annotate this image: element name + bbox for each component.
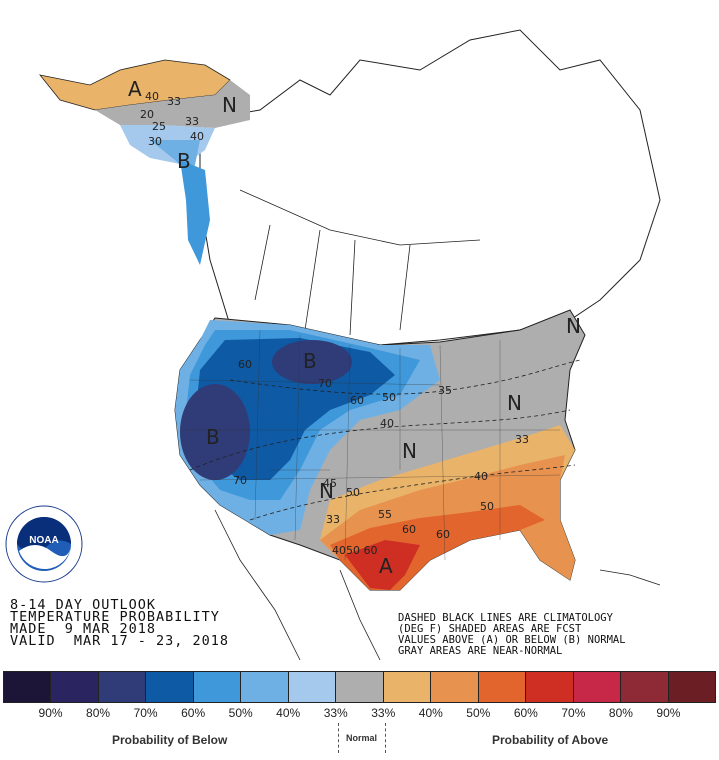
contour-label: 4050 60: [332, 544, 378, 557]
legend-swatch-4: [193, 671, 242, 703]
contour-label: 50: [346, 486, 360, 499]
label-central-n: N: [402, 439, 417, 463]
legend-above-label: Probability of Above: [492, 733, 609, 747]
canada-outline: [199, 29, 661, 346]
legend-below-label: Probability of Below: [112, 733, 228, 747]
legend-swatch-7: [336, 671, 384, 703]
title-line-1: 8-14 DAY OUTLOOK: [10, 597, 157, 613]
legend-tick-5: 40%: [276, 706, 301, 720]
normal-divider-right: [385, 723, 386, 753]
legend-swatch-0: [3, 671, 52, 703]
legend-tick-10: 60%: [513, 706, 538, 720]
legend-swatch-13: [621, 671, 669, 703]
legend-swatch-12: [573, 671, 622, 703]
legend-swatch-3: [146, 671, 194, 703]
legend-tick-2: 70%: [133, 706, 158, 720]
title-line-2: TEMPERATURE PROBABILITY: [10, 609, 220, 625]
legend-tick-12: 80%: [608, 706, 633, 720]
legend-swatch-2: [98, 671, 147, 703]
label-alaska-b: B: [177, 149, 191, 173]
label-texas-a: A: [379, 554, 393, 578]
contour-label: 20: [140, 108, 154, 121]
alaska-gray: [95, 80, 250, 128]
legend-swatch-11: [526, 671, 574, 703]
panhandle: [180, 160, 210, 265]
label-north-b: B: [303, 349, 317, 373]
contour-label: 40: [380, 417, 394, 430]
noaa-logo-text: NOAA: [29, 535, 58, 546]
contour-label: 40: [145, 90, 159, 103]
label-west-b: B: [206, 425, 220, 449]
legend-tick-6: 33%: [323, 706, 348, 720]
legend-tick-9: 50%: [466, 706, 491, 720]
legend-tick-1: 80%: [86, 706, 111, 720]
contour-label: 70: [233, 474, 247, 487]
outlook-map: A N B B B N N N N A 40 33 20 25 30 33 40…: [39, 29, 661, 661]
west-b-core: [180, 384, 250, 480]
label-east-n1: N: [507, 391, 522, 415]
label-alaska-n: N: [222, 93, 237, 117]
legend-tick-7: 33%: [371, 706, 396, 720]
legend-swatch-1: [51, 671, 99, 703]
label-east-n2: N: [566, 314, 581, 338]
outlook-title: 8-14 DAY OUTLOOK TEMPERATURE PROBABILITY M…: [10, 597, 230, 649]
normal-divider-left: [338, 723, 339, 753]
legend-tick-11: 70%: [561, 706, 586, 720]
texas-above-core: [345, 540, 420, 590]
contour-label: 25: [152, 120, 166, 133]
contour-label: 70: [318, 377, 332, 390]
contour-label: 60: [350, 394, 364, 407]
note-line-2: (DEG F) SHADED AREAS ARE FCST: [398, 623, 582, 635]
contour-label: 60: [238, 358, 252, 371]
label-alaska-a: A: [128, 77, 142, 101]
contour-label: 60: [402, 523, 416, 536]
legend-swatch-5: [241, 671, 289, 703]
legend-tick-0: 90%: [38, 706, 63, 720]
probability-legend: [3, 671, 717, 703]
contour-label: 55: [378, 508, 392, 521]
note-line-4: GRAY AREAS ARE NEAR-NORMAL: [398, 645, 563, 657]
map-notes: DASHED BLACK LINES ARE CLIMATOLOGY (DEG F…: [398, 613, 626, 657]
contour-label: 35: [438, 384, 452, 397]
note-line-1: DASHED BLACK LINES ARE CLIMATOLOGY: [398, 612, 613, 624]
legend-swatch-14: [668, 671, 717, 703]
contour-label: 40: [474, 470, 488, 483]
contour-label: 33: [326, 513, 340, 526]
legend-swatch-6: [288, 671, 337, 703]
contour-label: 50: [480, 500, 494, 513]
note-line-3: VALUES ABOVE (A) OR BELOW (B) NORMAL: [398, 634, 626, 646]
title-line-3: MADE 9 MAR 2018: [10, 621, 157, 637]
legend-tick-13: 90%: [656, 706, 681, 720]
legend-tick-3: 60%: [181, 706, 206, 720]
north-b-core: [272, 340, 352, 384]
contour-label: 40: [190, 130, 204, 143]
legend-ticks: 90% 80% 70% 60% 50% 40% 33% 33% 40% 50% 60% 70% 80% 9…: [3, 706, 716, 720]
legend-tick-4: 50%: [228, 706, 253, 720]
contour-label: 30: [148, 135, 162, 148]
legend-normal-label: Normal: [346, 733, 378, 743]
legend-swatch-9: [431, 671, 479, 703]
legend-swatch-10: [478, 671, 527, 703]
noaa-logo: NOAA: [5, 505, 83, 583]
label-south-n: N: [319, 479, 334, 503]
legend-swatch-8: [383, 671, 432, 703]
contour-label: 60: [436, 528, 450, 541]
title-line-4: VALID MAR 17 - 23, 2018: [10, 633, 230, 649]
contour-label: 50: [382, 391, 396, 404]
contour-label: 33: [185, 115, 199, 128]
contour-label: 33: [167, 95, 181, 108]
contour-label: 33: [515, 433, 529, 446]
contour-label: 45: [323, 477, 337, 490]
legend-tick-8: 40%: [418, 706, 443, 720]
